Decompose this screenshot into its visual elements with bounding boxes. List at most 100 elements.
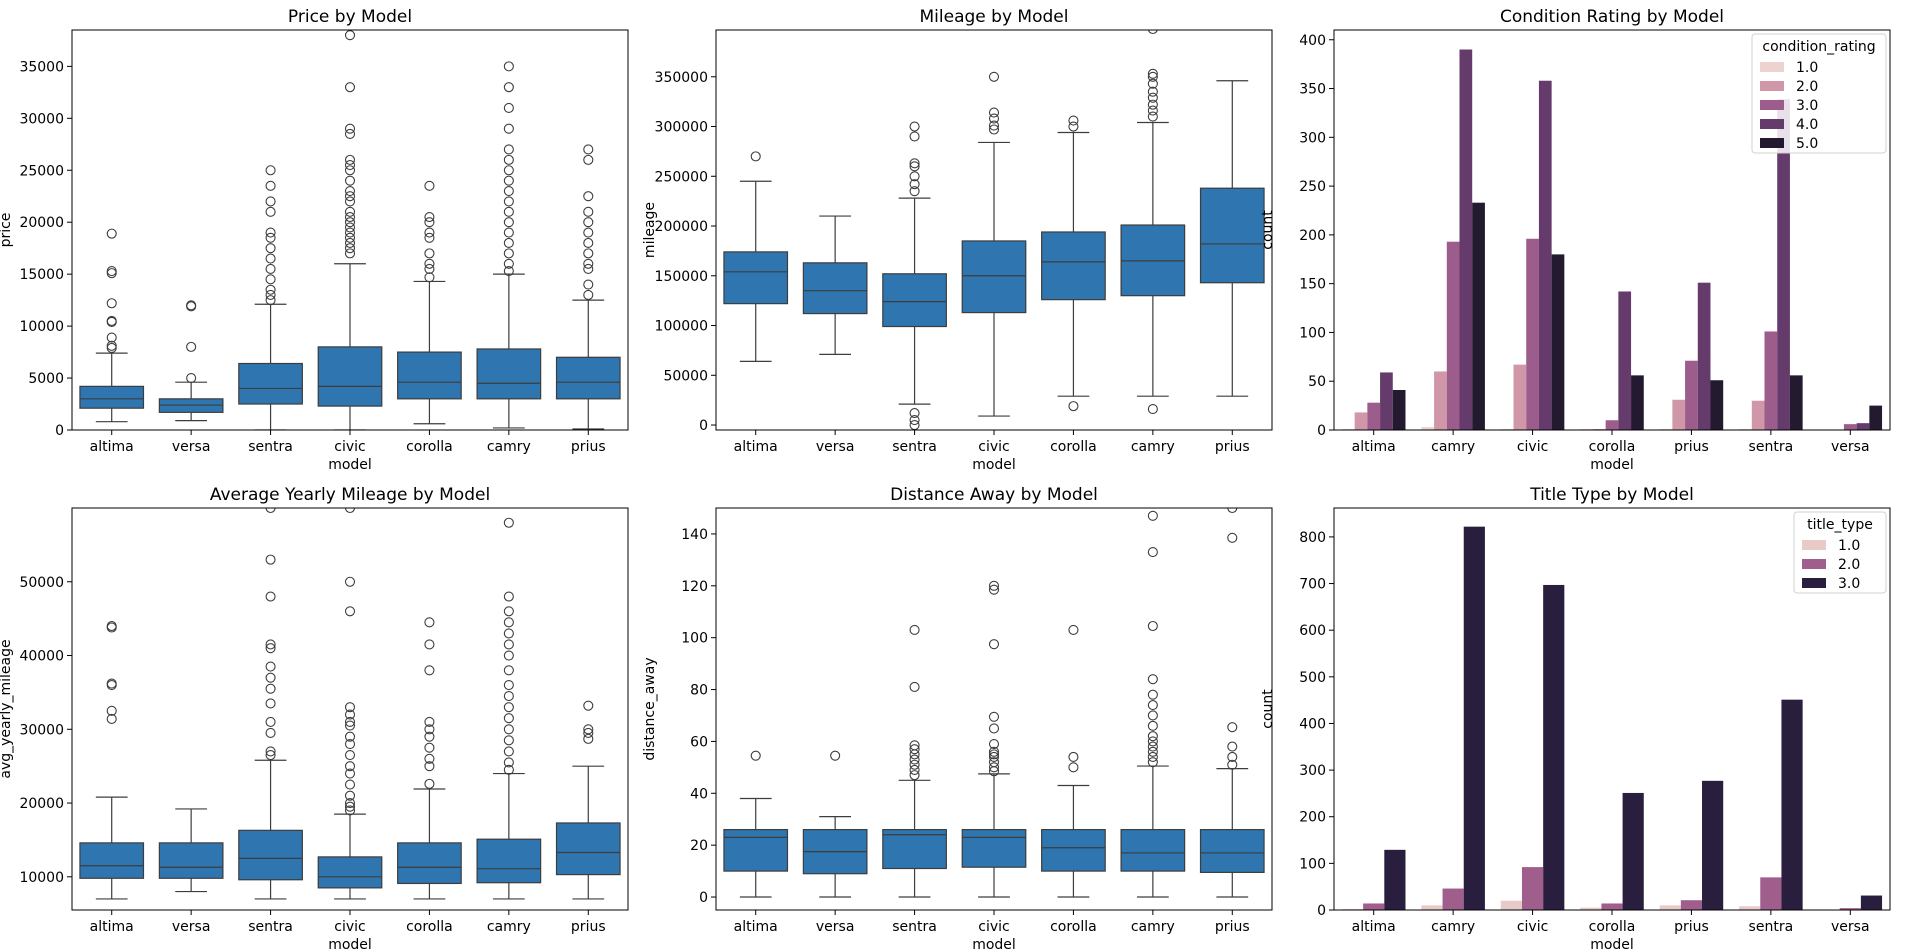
outlier-point bbox=[503, 764, 514, 775]
outlier-point bbox=[1147, 620, 1158, 632]
outlier-point bbox=[988, 120, 1000, 131]
x-tick-label: sentra bbox=[892, 919, 937, 935]
outlier-point bbox=[909, 624, 920, 635]
outlier-point bbox=[265, 196, 276, 207]
outlier-point bbox=[583, 154, 594, 165]
bar bbox=[1764, 331, 1778, 430]
x-tick-label: prius bbox=[571, 919, 606, 935]
outlier-point bbox=[344, 248, 356, 259]
bar bbox=[1601, 903, 1623, 910]
outlier-point bbox=[265, 263, 276, 275]
x-tick-label: civic bbox=[334, 919, 365, 935]
bar bbox=[1513, 364, 1527, 430]
outlier-point bbox=[1227, 532, 1238, 543]
outlier-point bbox=[106, 678, 117, 689]
box bbox=[1199, 187, 1265, 284]
outlier-point bbox=[503, 196, 514, 207]
outlier-point bbox=[909, 754, 920, 765]
y-tick-label: 400 bbox=[1299, 716, 1326, 732]
outlier-point bbox=[265, 716, 276, 727]
outlier-point bbox=[503, 639, 514, 650]
bar bbox=[1702, 780, 1724, 910]
box bbox=[397, 351, 462, 400]
outlier-point bbox=[583, 248, 594, 259]
outlier-point bbox=[503, 144, 514, 155]
y-tick-label: 200 bbox=[1299, 228, 1326, 244]
legend-swatch bbox=[1760, 81, 1784, 91]
x-tick-label: sentra bbox=[1749, 439, 1794, 455]
bar bbox=[1672, 399, 1686, 430]
chart-title: Title Type by Model bbox=[1529, 485, 1694, 505]
outlier-point bbox=[265, 180, 276, 191]
outlier-point bbox=[424, 248, 435, 259]
outlier-point bbox=[186, 341, 197, 352]
chart-marks bbox=[723, 30, 1265, 430]
outlier-point bbox=[583, 206, 594, 217]
bar bbox=[1421, 427, 1435, 430]
outlier-point bbox=[1147, 105, 1158, 116]
bar bbox=[1421, 905, 1443, 910]
outlier-point bbox=[424, 761, 435, 772]
outlier-point bbox=[1147, 757, 1158, 768]
box bbox=[723, 251, 789, 305]
outlier-point bbox=[344, 185, 356, 197]
chart-panel-2: Mileage by Model 0 50000 100000 150000 200000… bbox=[642, 7, 1273, 473]
outlier-point bbox=[988, 580, 1000, 591]
outlier-point bbox=[265, 253, 276, 264]
box bbox=[397, 842, 462, 885]
outlier-point bbox=[106, 332, 117, 343]
outlier-point bbox=[344, 738, 356, 750]
outlier-point bbox=[106, 298, 117, 309]
outlier-point bbox=[186, 373, 197, 384]
legend-swatch bbox=[1802, 540, 1826, 550]
outlier-point bbox=[344, 709, 356, 720]
outlier-point bbox=[1147, 751, 1158, 763]
y-tick-label: 20000 bbox=[19, 215, 64, 231]
outlier-point bbox=[344, 801, 356, 812]
box bbox=[317, 346, 383, 407]
bar bbox=[1463, 526, 1485, 910]
outlier-point bbox=[1147, 111, 1158, 122]
outlier-point bbox=[265, 683, 276, 694]
box bbox=[238, 829, 303, 881]
y-tick-label: 400 bbox=[1299, 33, 1326, 49]
chart-title: Mileage by Model bbox=[920, 7, 1069, 27]
chart-marks bbox=[1341, 49, 1883, 430]
bar bbox=[1526, 238, 1539, 430]
outlier-point bbox=[909, 121, 920, 132]
outlier-point bbox=[1147, 86, 1158, 97]
box bbox=[1199, 828, 1265, 873]
outlier-point bbox=[265, 274, 276, 285]
outlier-point bbox=[344, 768, 356, 779]
legend: condition_rating 1.0 2.0 3.0 4.0 5.0 bbox=[1751, 33, 1887, 154]
outlier-point bbox=[1147, 674, 1158, 685]
y-tick-label: 80 bbox=[690, 683, 708, 699]
bar bbox=[1777, 99, 1790, 430]
x-tick-label: prius bbox=[1674, 439, 1709, 455]
y-tick-label: 500 bbox=[1299, 670, 1326, 686]
outlier-point bbox=[265, 206, 276, 217]
outlier-point bbox=[503, 724, 514, 735]
outlier-point bbox=[909, 744, 920, 755]
outlier-point bbox=[424, 258, 435, 269]
outlier-point bbox=[344, 790, 356, 801]
outlier-point bbox=[909, 681, 920, 693]
x-tick-label: camry bbox=[1131, 919, 1175, 935]
outlier-point bbox=[503, 679, 514, 691]
y-axis-label: avg_yearly_mileage bbox=[0, 639, 14, 778]
x-tick-label: civic bbox=[1517, 439, 1548, 455]
bar bbox=[1459, 49, 1473, 430]
outlier-point bbox=[503, 248, 514, 259]
x-tick-label: camry bbox=[487, 439, 531, 455]
y-tick-label: 0 bbox=[55, 423, 64, 439]
y-tick-label: 100 bbox=[1299, 856, 1326, 872]
outlier-point bbox=[750, 151, 761, 162]
outlier-point bbox=[344, 196, 356, 207]
y-tick-label: 30000 bbox=[19, 111, 64, 127]
outlier-point bbox=[1068, 762, 1079, 773]
outlier-point bbox=[988, 757, 1000, 768]
outlier-point bbox=[424, 716, 435, 727]
outlier-point bbox=[424, 272, 435, 283]
outlier-point bbox=[909, 414, 920, 426]
x-tick-label: prius bbox=[1215, 439, 1250, 455]
